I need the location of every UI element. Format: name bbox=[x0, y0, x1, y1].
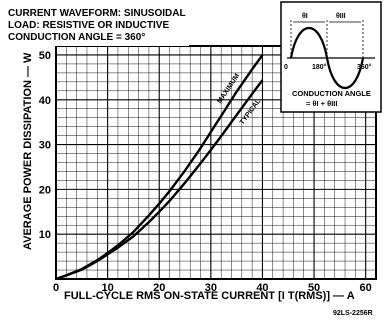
y-tick-label: 40 bbox=[39, 95, 51, 107]
x-tick-label: 0 bbox=[53, 282, 59, 294]
x-axis-label: FULL-CYCLE RMS ON-STATE CURRENT [I T(RMS… bbox=[64, 290, 355, 302]
x-tick-label: 50 bbox=[308, 282, 320, 294]
title-line-3: CONDUCTION ANGLE = 360° bbox=[8, 32, 145, 43]
series-label-typical: TYPICAL bbox=[239, 97, 263, 126]
y-tick-label: 50 bbox=[39, 50, 51, 62]
x-tick-label: 10 bbox=[101, 282, 113, 294]
inset-label-360: 360° bbox=[357, 63, 372, 71]
title-line-2: LOAD: RESISTIVE OR INDUCTIVE bbox=[8, 20, 169, 31]
y-axis-label: AVERAGE POWER DISSIPATION — W bbox=[22, 52, 34, 250]
plot-frame bbox=[55, 45, 377, 280]
inset-label-180: 180° bbox=[312, 63, 327, 71]
title-box bbox=[4, 4, 189, 46]
inset-label-0: 0 bbox=[284, 64, 288, 71]
inset-caption-1: CONDUCTION ANGLE bbox=[292, 89, 371, 98]
x-tick-label: 60 bbox=[360, 282, 372, 294]
series-line-typical bbox=[55, 79, 264, 281]
y-tick-label: 10 bbox=[39, 229, 51, 241]
tick-labels: 0 10 20 30 40 50 60 10 20 30 40 50 bbox=[39, 50, 372, 294]
title-line-1: CURRENT WAVEFORM: SINUSOIDAL bbox=[8, 8, 186, 19]
x-tick-label: 30 bbox=[205, 282, 217, 294]
figure-id: 92LS-2256R bbox=[333, 310, 373, 317]
inset-theta-1: θI bbox=[302, 13, 308, 20]
x-tick-label: 20 bbox=[153, 282, 165, 294]
x-tick-label: 40 bbox=[256, 282, 268, 294]
inset-waveform: θI θIII 0 180° 360° CONDUCTION ANGLE = θ… bbox=[280, 1, 382, 113]
inset-caption-2: = θI + θIII bbox=[306, 99, 337, 108]
inset-theta-3: θIII bbox=[336, 13, 346, 20]
y-tick-label: 20 bbox=[39, 184, 51, 196]
y-tick-label: 30 bbox=[39, 140, 51, 152]
grid bbox=[55, 45, 377, 280]
